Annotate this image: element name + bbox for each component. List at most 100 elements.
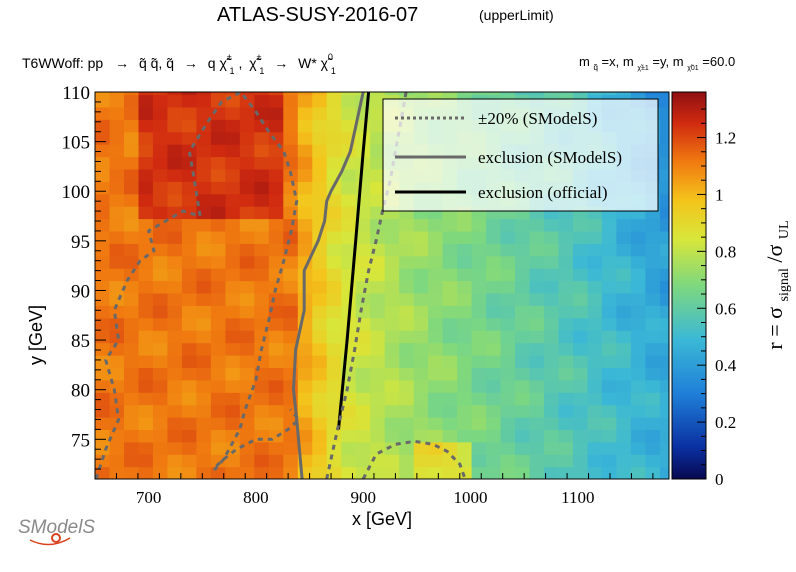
heatmap-cell	[152, 156, 168, 170]
heatmap-cell	[138, 330, 154, 344]
heatmap-cell	[181, 454, 197, 468]
heatmap-cell	[124, 168, 140, 182]
heatmap-cell	[283, 131, 299, 145]
heatmap-cell	[370, 255, 386, 269]
heatmap-cell	[239, 280, 255, 294]
heatmap-cell	[152, 305, 168, 319]
heatmap-cell	[659, 168, 669, 182]
heatmap-cell	[225, 218, 241, 232]
heatmap-cell	[413, 243, 429, 257]
heatmap-cell	[167, 156, 183, 170]
process-label: T6WWoff: pp → q̃ q̃, q̃ → q χ̃ ± 1 , χ̃ …	[22, 47, 337, 77]
mass-note: m q̃ =x, m χ̃±1 =y, m χ̃01 =60.0	[579, 54, 735, 73]
heatmap-cell	[384, 243, 400, 257]
heatmap-cell	[181, 106, 197, 120]
heatmap-cell	[384, 330, 400, 344]
heatmap-cell	[573, 367, 589, 381]
heatmap-cell	[341, 292, 357, 306]
heatmap-cell	[573, 355, 589, 368]
heatmap-cell	[167, 379, 183, 393]
heatmap-cell	[254, 144, 270, 158]
heatmap-cell	[399, 367, 415, 381]
heatmap-cell	[573, 417, 589, 430]
heatmap-cell	[659, 280, 669, 294]
heatmap-cell	[239, 156, 255, 170]
legend-label-exclusion-official: exclusion (official)	[478, 183, 608, 202]
heatmap-cell	[341, 280, 357, 294]
heatmap-cell	[457, 466, 473, 479]
heatmap-cell	[529, 280, 545, 294]
heatmap-cell	[181, 206, 197, 220]
heatmap-cell	[471, 441, 487, 455]
heatmap-cell	[500, 342, 516, 356]
heatmap-cell	[384, 255, 400, 269]
heatmap-cell	[210, 379, 226, 393]
heatmap-cell	[138, 268, 154, 282]
heatmap-cell	[181, 305, 197, 319]
heatmap-cell	[312, 429, 328, 443]
heatmap-cell	[312, 441, 328, 455]
heatmap-cell	[196, 206, 212, 220]
heatmap-cell	[645, 417, 661, 430]
heatmap-cell	[558, 317, 574, 331]
heatmap-cell	[225, 255, 241, 269]
heatmap-cell	[544, 342, 560, 356]
heatmap-cell	[95, 342, 111, 356]
heatmap-cell	[196, 355, 212, 368]
x-axis-label: x [GeV]	[352, 509, 412, 529]
heatmap-cell	[355, 454, 371, 468]
heatmap-cell	[442, 305, 458, 319]
heatmap-cell	[341, 181, 357, 195]
heatmap-cell	[152, 268, 168, 282]
heatmap-cell	[312, 317, 328, 331]
heatmap-cell	[196, 268, 212, 282]
heatmap-cell	[500, 355, 516, 368]
heatmap-cell	[428, 305, 444, 319]
heatmap-cell	[283, 317, 299, 331]
heatmap-cell	[616, 379, 632, 393]
heatmap-cell	[573, 280, 589, 294]
heatmap-cell	[268, 417, 284, 430]
heatmap-cell	[124, 317, 140, 331]
heatmap-cell	[312, 156, 328, 170]
heatmap-cell	[442, 342, 458, 356]
heatmap-cell	[573, 255, 589, 269]
y-tick-label: 75	[71, 430, 90, 451]
heatmap-cell	[515, 355, 531, 368]
heatmap-cell	[442, 292, 458, 306]
heatmap-cell	[181, 193, 197, 207]
heatmap-cell	[645, 280, 661, 294]
heatmap-cell	[471, 466, 487, 479]
heatmap-cell	[167, 168, 183, 182]
heatmap-cell	[558, 392, 574, 406]
heatmap-cell	[268, 144, 284, 158]
heatmap-cell	[370, 206, 386, 220]
heatmap-cell	[587, 355, 603, 368]
legend-label-exclusion-smodels: exclusion (SModelS)	[478, 148, 622, 167]
heatmap-cell	[196, 454, 212, 468]
heatmap-cell	[95, 454, 111, 468]
heatmap-cell	[239, 106, 255, 120]
heatmap-cell	[181, 429, 197, 443]
heatmap-cell	[587, 255, 603, 269]
heatmap-cell	[457, 317, 473, 331]
heatmap-cell	[152, 243, 168, 257]
heatmap-cell	[587, 292, 603, 306]
heatmap-cell	[370, 355, 386, 368]
heatmap-cell	[254, 379, 270, 393]
heatmap-cell	[601, 292, 617, 306]
heatmap-cell	[152, 106, 168, 120]
heatmap-cell	[384, 342, 400, 356]
heatmap-cell	[181, 156, 197, 170]
heatmap-cell	[254, 392, 270, 406]
heatmap-cell	[616, 454, 632, 468]
heatmap-cell	[95, 429, 111, 443]
heatmap-cell	[210, 156, 226, 170]
heatmap-cell	[587, 429, 603, 443]
heatmap-cell	[630, 379, 646, 393]
heatmap-cell	[254, 417, 270, 430]
heatmap-cell	[167, 144, 183, 158]
heatmap-cell	[630, 330, 646, 344]
heatmap-cell	[210, 454, 226, 468]
heatmap-cell	[500, 292, 516, 306]
